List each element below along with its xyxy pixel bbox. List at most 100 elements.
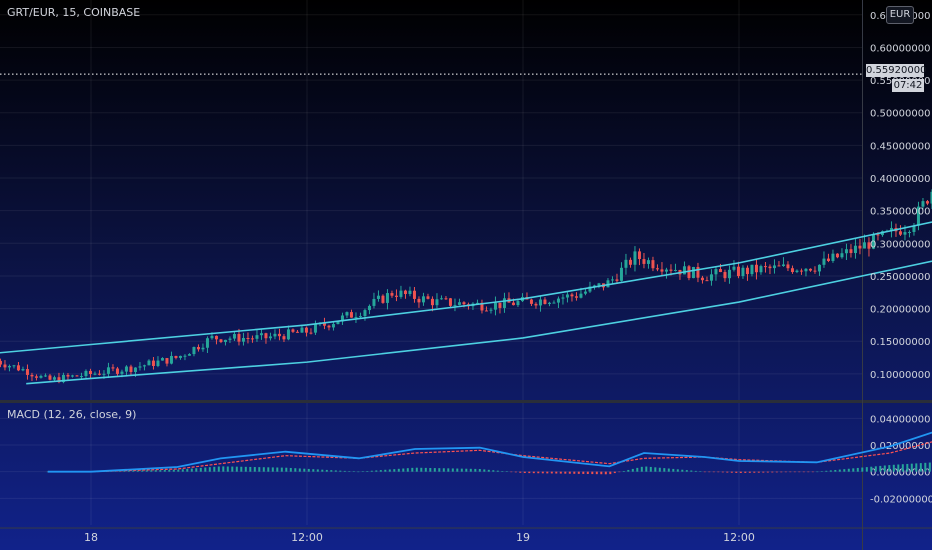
candle-body: [93, 373, 97, 375]
candle-body: [435, 299, 439, 306]
candle-body: [376, 295, 380, 299]
macd-histogram-bar: [240, 466, 243, 472]
candle-body: [768, 266, 772, 269]
candle-body: [84, 370, 88, 377]
macd-histogram-bar: [406, 468, 409, 472]
candle-body: [669, 269, 673, 271]
candle-body: [777, 265, 781, 267]
candle-body: [165, 358, 169, 364]
candle-body: [597, 283, 601, 286]
macd-indicator-label[interactable]: MACD (12, 26, close, 9): [7, 408, 137, 421]
candle-body: [16, 365, 20, 371]
currency-button[interactable]: EUR: [886, 6, 914, 24]
candle-body: [547, 302, 551, 304]
candle-body: [201, 347, 205, 350]
macd-histogram-bar: [235, 466, 238, 472]
macd-histogram-bar: [667, 468, 670, 472]
macd-histogram-bar: [613, 471, 616, 474]
candle-body: [120, 371, 124, 374]
macd-histogram-bar: [685, 470, 688, 472]
macd-histogram-bar: [411, 467, 414, 472]
macd-histogram-bar: [892, 464, 895, 472]
macd-histogram-bar: [514, 471, 517, 473]
candle-body: [543, 299, 547, 304]
macd-histogram-bar: [825, 470, 828, 472]
macd-histogram-bar: [847, 468, 850, 472]
candle-body: [804, 268, 808, 272]
candle-body: [570, 294, 574, 297]
candle-body: [633, 251, 637, 265]
macd-histogram-bar: [640, 466, 643, 472]
macd-histogram-bar: [496, 470, 499, 472]
macd-histogram-bar: [195, 468, 198, 472]
candle-body: [345, 312, 349, 316]
price-tick-label: 0.20000000: [870, 305, 930, 316]
candle-body: [579, 293, 583, 298]
candle-body: [151, 360, 155, 366]
macd-histogram-bar: [433, 468, 436, 472]
macd-histogram-bar: [744, 471, 747, 473]
candle-body: [214, 335, 218, 340]
macd-histogram-bar: [510, 471, 513, 473]
macd-histogram-bar: [249, 466, 252, 472]
macd-histogram-bar: [739, 471, 742, 473]
macd-histogram-bar: [127, 470, 130, 472]
candle-body: [0, 360, 2, 365]
price-tick-label: 0.40000000: [870, 174, 930, 185]
candle-body: [624, 259, 628, 268]
candle-body: [219, 339, 223, 343]
macd-histogram-bar: [289, 467, 292, 472]
candle-body: [556, 298, 560, 303]
macd-histogram-bar: [451, 468, 454, 472]
candle-body: [718, 269, 722, 273]
candle-body: [826, 258, 830, 261]
macd-histogram-bar: [865, 467, 868, 472]
candle-body: [385, 293, 389, 303]
macd-histogram-bar: [303, 468, 306, 472]
macd-histogram-bar: [501, 471, 504, 472]
macd-histogram-bar: [393, 469, 396, 472]
candle-body: [430, 298, 434, 306]
candle-body: [741, 267, 745, 277]
macd-histogram-bar: [807, 471, 810, 473]
candle-body: [867, 242, 871, 249]
macd-histogram-bar: [334, 470, 337, 472]
macd-histogram-bar: [222, 466, 225, 472]
candle-body: [421, 296, 425, 303]
candle-body: [498, 302, 502, 308]
macd-histogram-bar: [681, 469, 684, 472]
candle-body: [399, 290, 403, 297]
macd-histogram-bar: [316, 469, 319, 472]
macd-histogram-bar: [757, 471, 760, 473]
macd-histogram-bar: [163, 469, 166, 472]
macd-histogram-bar: [663, 468, 666, 472]
price-tick-label: 0.50000000: [870, 109, 930, 120]
candle-body: [907, 231, 911, 233]
candle-body: [133, 367, 137, 373]
candle-body: [462, 302, 466, 305]
macd-histogram-bar: [879, 465, 882, 472]
candle-body: [862, 242, 866, 249]
macd-histogram-bar: [766, 471, 769, 473]
candle-body: [367, 305, 371, 311]
candle-body: [552, 302, 556, 304]
macd-histogram-bar: [424, 467, 427, 472]
candle-body: [313, 324, 317, 333]
candle-body: [655, 268, 659, 270]
channel-line-lower[interactable]: [26, 76, 932, 385]
candle-body: [822, 258, 826, 265]
candle-body: [25, 369, 29, 375]
macd-histogram-bar: [573, 471, 576, 474]
channel-line-upper[interactable]: [0, 47, 932, 354]
macd-histogram-bar: [721, 471, 724, 473]
candle-body: [484, 310, 488, 312]
candle-body: [795, 270, 799, 273]
candle-body: [930, 191, 932, 204]
candle-body: [817, 264, 821, 272]
candle-body: [831, 253, 835, 261]
price-tick-label: 0.35000000: [870, 207, 930, 218]
macd-histogram-bar: [789, 471, 792, 473]
macd-histogram-bar: [888, 465, 891, 472]
